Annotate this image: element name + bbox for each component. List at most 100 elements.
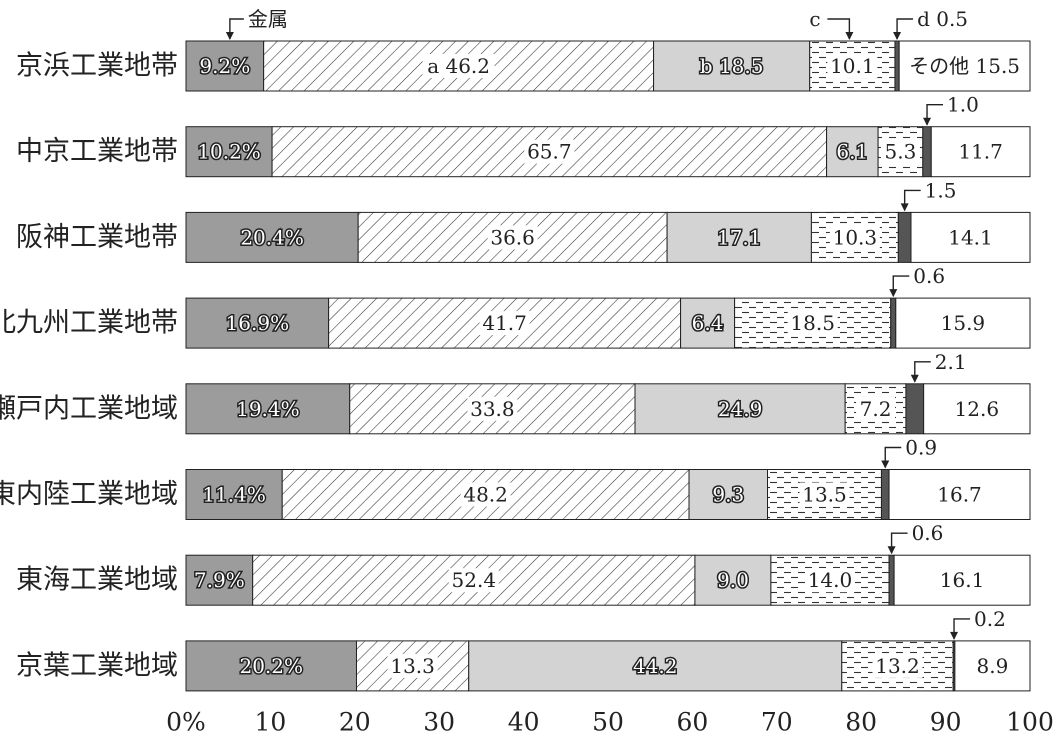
segment-label-background — [856, 396, 896, 421]
x-tick-label: 40 — [508, 708, 540, 737]
bar-segment-d — [897, 211, 912, 263]
bar-segment-metal — [185, 126, 273, 178]
data-label: 20.4% — [240, 225, 304, 249]
segment-label-background — [872, 653, 923, 678]
x-tick-label: 30 — [423, 708, 455, 737]
bar-segment-b — [468, 640, 843, 692]
data-label: 16.1 — [940, 568, 985, 592]
callout-label-c: c — [809, 7, 820, 31]
data-label: 41.7 — [482, 311, 527, 335]
category-label: 関東内陸工業地域 — [0, 479, 178, 510]
callout-line — [914, 361, 931, 382]
data-label: 11.4% — [202, 483, 266, 507]
bar-segment-b — [826, 126, 879, 178]
bar-segment-d — [894, 40, 900, 92]
callout-arrowhead — [889, 289, 898, 298]
x-tick-label: 100 — [1006, 708, 1054, 737]
bar-row: 東海工業地域 7.9% 52.4 9.0 14.0 16.1 — [16, 554, 1031, 606]
bar-segment-metal — [185, 383, 351, 435]
category-label: 阪神工業地帯 — [16, 222, 178, 253]
callout-line — [890, 532, 908, 554]
callout-arrowhead — [845, 32, 854, 40]
data-label: 10.3 — [833, 225, 878, 249]
bar-segment-metal — [185, 640, 357, 692]
x-tick-label: 90 — [930, 708, 962, 737]
segment-label-background — [387, 653, 438, 678]
category-label: 瀬戸内工業地域 — [0, 393, 178, 424]
data-label: 15.9 — [941, 311, 986, 335]
data-label: 13.3 — [390, 654, 435, 678]
data-label: 33.8 — [470, 397, 515, 421]
data-label: 8.9 — [977, 654, 1009, 678]
data-label: 10.2% — [197, 140, 261, 164]
bar-row: 中京工業地帯 10.2% 65.7 6.1 5.3 11.7 — [16, 126, 1031, 178]
data-label: 9.0 — [717, 568, 749, 592]
callout-arrowhead — [893, 32, 902, 40]
data-label: 13.5 — [802, 483, 847, 507]
bar-segment-b — [688, 469, 769, 520]
segment-label-background — [422, 54, 495, 78]
bar-segment-other — [910, 211, 1031, 263]
callout-label-d: 2.1 — [935, 350, 967, 374]
x-tick-label: 80 — [845, 708, 877, 737]
callout-line — [884, 446, 902, 468]
category-label: 中京工業地帯 — [16, 136, 178, 167]
bar-row: 瀬戸内工業地域 19.4% 33.8 24.9 7.2 12.6 — [0, 383, 1031, 435]
bar-segment-other — [930, 126, 1031, 178]
segment-label-background — [460, 482, 511, 507]
segment-label-background — [829, 225, 880, 250]
callout-line — [229, 18, 244, 39]
data-label: 6.1 — [836, 140, 868, 164]
callout-line — [827, 18, 851, 39]
data-label: 13.2 — [875, 654, 920, 678]
segment-label-background — [524, 139, 575, 164]
data-label: 24.9 — [718, 397, 763, 421]
callout-line — [926, 104, 944, 125]
data-label: 10.1 — [830, 54, 875, 78]
callout-label-d: 0.6 — [912, 521, 944, 545]
segment-label-background — [804, 568, 855, 593]
segment-label-background — [880, 139, 920, 164]
callout-label-d: 1.0 — [947, 93, 979, 117]
bar-segment-d — [922, 126, 932, 178]
bar-segment-other — [954, 640, 1031, 692]
category-label: 北九州工業地帯 — [0, 308, 178, 339]
segment-label-background — [467, 396, 518, 421]
callout-label-d: 0.6 — [913, 264, 945, 288]
data-label: 52.4 — [452, 568, 497, 592]
bar-segment-metal — [185, 211, 359, 263]
x-tick-label: 10 — [254, 708, 286, 737]
bar-segment-d — [880, 469, 890, 520]
callout-line — [892, 275, 910, 297]
callout-label-d: d 0.5 — [917, 7, 968, 31]
bar-segment-metal — [185, 554, 254, 606]
callout-label-metal: 金属 — [248, 7, 288, 31]
data-label: 9.3 — [712, 483, 744, 507]
bar-row: 京葉工業地域 20.2% 13.3 44.2 13.2 8.9 — [16, 640, 1031, 692]
data-label: a 46.2 — [427, 54, 490, 78]
bar-segment-b — [666, 211, 812, 263]
callout-arrowhead — [887, 546, 896, 555]
x-tick-label: 50 — [592, 708, 624, 737]
callout-line — [903, 189, 921, 211]
bar-segment-b — [634, 383, 846, 435]
bar-segment-metal — [185, 40, 265, 92]
data-label: 48.2 — [463, 483, 508, 507]
data-label: 5.3 — [885, 140, 917, 164]
bar-segment-other — [923, 383, 1031, 435]
segment-label-background — [448, 568, 499, 593]
bar-row: 阪神工業地帯 20.4% 36.6 17.1 10.3 14.1 — [16, 211, 1031, 263]
data-label: 16.7 — [937, 483, 982, 507]
category-label: 京浜工業地帯 — [16, 51, 178, 82]
bar-segment-other — [898, 40, 1031, 92]
bar-segment-other — [888, 469, 1031, 520]
category-label: 東海工業地域 — [16, 565, 178, 596]
bar-segment-d — [890, 297, 897, 349]
data-label: 19.4% — [236, 397, 300, 421]
callout-arrowhead — [900, 203, 909, 212]
data-label: 14.1 — [948, 225, 993, 249]
category-label: 京葉工業地域 — [16, 650, 178, 681]
bar-segment-metal — [185, 469, 283, 520]
data-label: 9.2% — [199, 54, 250, 78]
data-label: 36.6 — [490, 225, 535, 249]
